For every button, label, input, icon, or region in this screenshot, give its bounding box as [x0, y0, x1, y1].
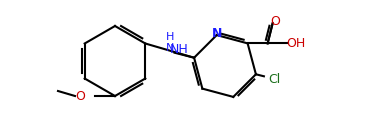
- Text: NH: NH: [170, 43, 189, 56]
- Text: N: N: [212, 27, 222, 40]
- Text: O: O: [271, 15, 280, 28]
- Text: O: O: [75, 89, 85, 103]
- Text: H
N: H N: [166, 32, 174, 53]
- Text: Cl: Cl: [268, 73, 280, 86]
- Text: OH: OH: [286, 37, 305, 50]
